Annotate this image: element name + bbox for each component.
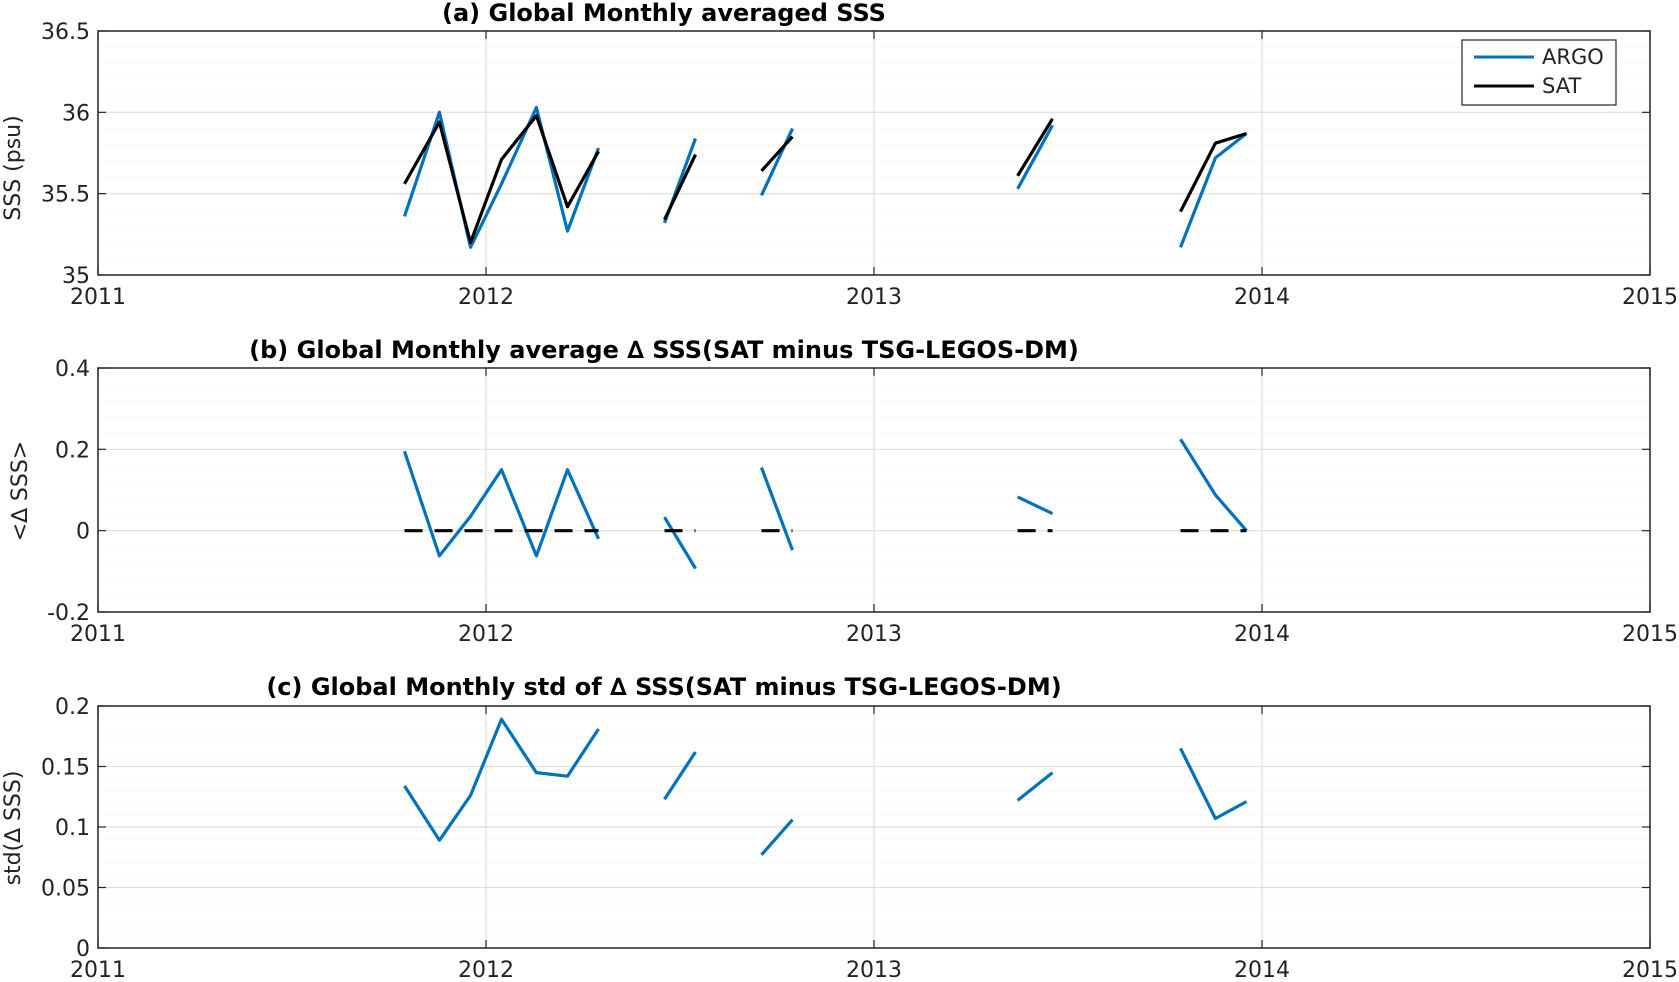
legend-sat-label: SAT xyxy=(1542,74,1581,98)
panel-c-argo-series-line xyxy=(760,818,794,856)
panel-c-ytick-label: 0.1 xyxy=(55,816,90,841)
panel-b-xtick-label: 2014 xyxy=(1234,622,1290,647)
panel-a-axes-box xyxy=(97,30,1651,276)
panel-c-ytick-label: 0 xyxy=(76,937,90,962)
panel-b-argo-series-line xyxy=(663,516,697,570)
panel-a-argo-series-line xyxy=(760,127,794,196)
panel-b-ytick-label: 0 xyxy=(76,520,90,545)
panel-a-xtick-label: 2013 xyxy=(846,285,902,310)
panel-c-plot-area xyxy=(403,717,1248,856)
panel-a-xtick-label: 2011 xyxy=(70,285,126,310)
legend-argo-label: ARGO xyxy=(1542,45,1604,69)
panel-c-xtick-label: 2012 xyxy=(458,958,514,982)
panel-c-argo-series-line xyxy=(1016,771,1054,802)
panel-b-title: (b) Global Monthly average ∆ SSS(SAT min… xyxy=(249,336,1079,364)
panel-b-ytick-label: -0.2 xyxy=(47,601,90,626)
panel-c-ytick-label: 0.15 xyxy=(41,756,90,781)
panel-b-argo-series-line xyxy=(760,467,794,551)
legend-box xyxy=(1461,39,1617,106)
panel-c-axes-box xyxy=(97,705,1651,949)
panel-a-xtick-label: 2014 xyxy=(1234,285,1290,310)
panel-a-xtick-label: 2015 xyxy=(1622,285,1678,310)
panel-a-ytick-label: 35.5 xyxy=(41,183,90,208)
panel-c-xtick-label: 2011 xyxy=(70,958,126,982)
panel-b-argo-series-line xyxy=(1016,495,1054,516)
panel-b-argo-series-line xyxy=(402,450,600,558)
panel-b-argo-series-line xyxy=(1179,438,1248,532)
panel-b-ytick-label: 0.2 xyxy=(55,438,90,463)
panel-c-std-delta: (c) Global Monthly std of ∆ SSS(SAT minu… xyxy=(1,673,1678,982)
panel-c-argo-series-line xyxy=(663,751,697,801)
panel-a-ytick-label: 35 xyxy=(62,264,90,289)
panel-a-xtick-label: 2012 xyxy=(458,285,514,310)
panel-c-xtick-label: 2015 xyxy=(1622,958,1678,982)
panel-a-sss: (a) Global Monthly averaged SSS SSS (psu… xyxy=(1,0,1678,310)
panel-b-axes-box xyxy=(97,367,1651,613)
panel-c-ytick-label: 0.2 xyxy=(55,695,90,720)
panel-b-ytick-label: 0.4 xyxy=(55,357,90,382)
panel-a-ytick-label: 36.5 xyxy=(41,20,90,45)
panel-b-mean-delta: (b) Global Monthly average ∆ SSS(SAT min… xyxy=(8,336,1678,647)
panel-c-ylabel: std(∆ SSS) xyxy=(1,771,26,886)
panel-a-ytick-label: 36 xyxy=(62,101,90,126)
panel-a-sat-series-line xyxy=(403,113,600,245)
panel-a-ticks: 2011 2012 2013 2014 2015 35 35.5 36 36.5 xyxy=(41,20,1678,310)
panel-b-xtick-label: 2011 xyxy=(70,622,126,647)
panel-b-xtick-label: 2012 xyxy=(458,622,514,647)
panel-a-sat-series-line xyxy=(663,153,697,221)
panel-c-ytick-label: 0.05 xyxy=(41,877,90,902)
panel-a-argo-series-line xyxy=(1016,124,1054,190)
panel-a-plot-area xyxy=(402,105,1248,249)
panel-a-sat-series-line xyxy=(760,135,794,172)
panel-b-plot-area xyxy=(402,438,1248,570)
panel-b-ylabel: <∆ SSS> xyxy=(8,441,33,541)
panel-a-ylabel: SSS (psu) xyxy=(1,115,26,220)
panel-c-argo-series-line xyxy=(403,717,600,842)
panel-a-title: (a) Global Monthly averaged SSS xyxy=(442,0,886,27)
panel-c-xtick-label: 2014 xyxy=(1234,958,1290,982)
panel-c-title: (c) Global Monthly std of ∆ SSS(SAT minu… xyxy=(266,673,1061,701)
panel-a-argo-series-line xyxy=(402,105,600,249)
panel-c-argo-series-line xyxy=(1179,747,1248,821)
panel-b-xtick-label: 2013 xyxy=(846,622,902,647)
legend: ARGO SAT xyxy=(1461,39,1617,106)
panel-a-argo-series-line xyxy=(1179,132,1248,248)
panel-c-ticks: 2011 2012 2013 2014 2015 0 0.05 0.1 0.15 0.2 xyxy=(41,695,1678,982)
panel-a-sat-series-line xyxy=(1179,131,1247,213)
panel-c-xtick-label: 2013 xyxy=(846,958,902,982)
panel-b-ticks: 2011 2012 2013 2014 2015 -0.2 0 0.2 0.4 xyxy=(47,357,1678,647)
panel-b-xtick-label: 2015 xyxy=(1622,622,1678,647)
panel-a-sat-series-line xyxy=(1016,117,1054,177)
